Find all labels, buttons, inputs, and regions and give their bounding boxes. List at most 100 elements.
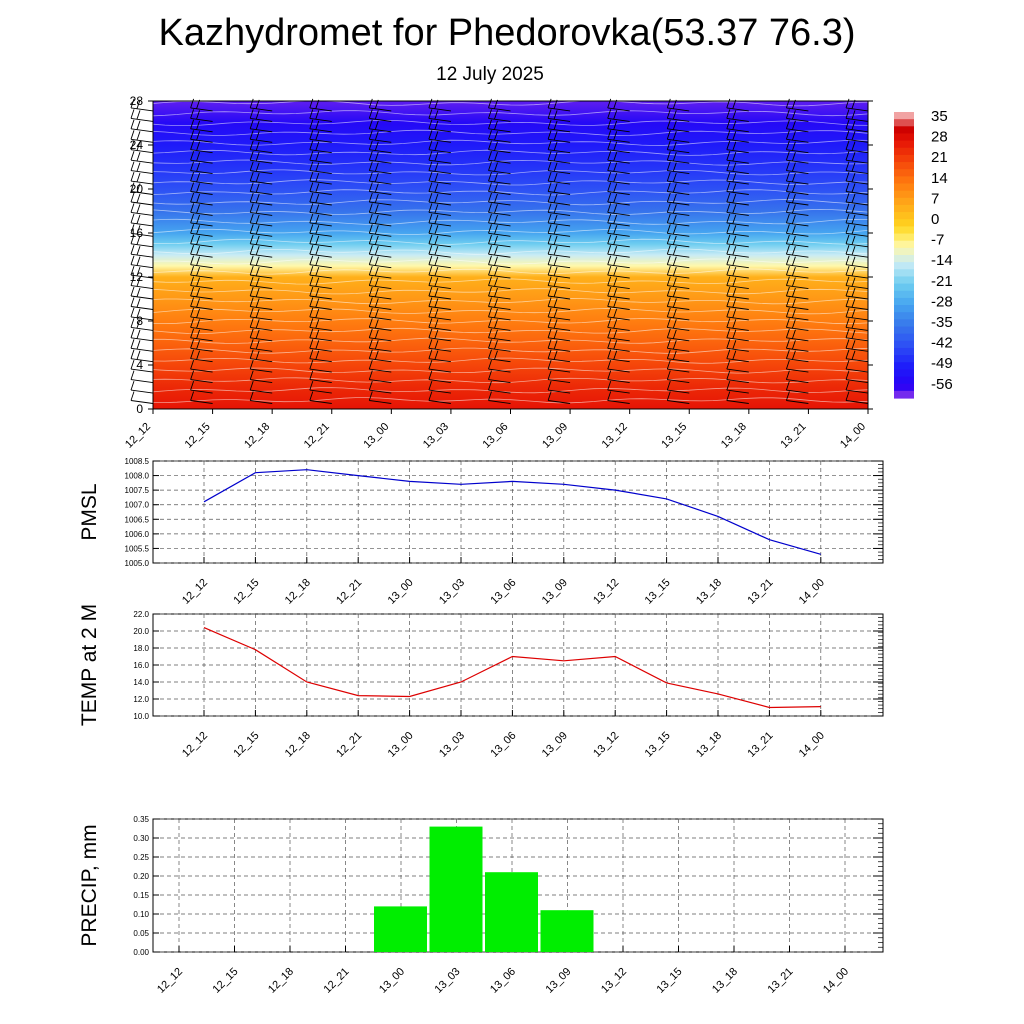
- wind-barb: [190, 307, 213, 321]
- wind-barb: [488, 224, 511, 237]
- wind-barb: [547, 359, 571, 373]
- wind-barb: [190, 276, 213, 290]
- wind-barb: [130, 297, 154, 310]
- wind-barb: [666, 380, 690, 394]
- x-tick-label: 13_06: [488, 966, 518, 996]
- contour-lines: [152, 100, 869, 404]
- colorbar-swatch: [894, 126, 914, 135]
- wind-barb: [726, 119, 749, 133]
- wind-barb: [130, 182, 154, 195]
- wind-barb: [547, 297, 571, 310]
- wind-barb: [785, 265, 809, 279]
- y-tick-label: 4: [136, 358, 143, 372]
- wind-barb: [785, 203, 809, 216]
- contour-line: [152, 288, 869, 295]
- wind-barb: [785, 297, 809, 310]
- wind-barb: [547, 224, 571, 237]
- contour-line: [152, 129, 869, 136]
- wind-barb: [249, 182, 273, 195]
- wind-barb: [845, 328, 869, 342]
- x-tick-label: 13_15: [655, 966, 685, 996]
- wind-barb: [249, 161, 273, 175]
- colorbar-swatch: [894, 305, 914, 313]
- wind-barb: [190, 182, 213, 195]
- wind-barb: [309, 234, 332, 248]
- y-tick-label: 12.0: [133, 695, 149, 704]
- wind-barb: [845, 161, 869, 175]
- wind-barb: [845, 245, 869, 258]
- colorbar-swatch: [894, 247, 914, 256]
- wind-barb: [309, 380, 332, 394]
- contour-line: [152, 367, 869, 374]
- wind-barb: [190, 265, 213, 279]
- wind-barb: [368, 119, 392, 133]
- wind-barb: [666, 245, 690, 258]
- colorbar-label: -56: [931, 376, 953, 393]
- wind-barb: [607, 151, 630, 164]
- wind-barb: [607, 328, 630, 342]
- wind-barb: [666, 339, 690, 352]
- colorbar-swatch: [894, 162, 914, 170]
- contour-line: [152, 238, 869, 245]
- y-tick-label: 22.0: [133, 610, 149, 619]
- colorbar-label: 14: [931, 170, 948, 187]
- wind-barb: [785, 349, 809, 363]
- precip-bar: [374, 906, 427, 952]
- wind-barb: [249, 370, 273, 384]
- wind-barb: [488, 276, 511, 290]
- wind-barb: [726, 286, 749, 300]
- wind-barb: [190, 192, 213, 206]
- wind-barb: [607, 349, 630, 363]
- wind-barb: [488, 255, 511, 269]
- wind-barb: [785, 151, 809, 164]
- wind-barb: [249, 276, 273, 290]
- wind-barb: [488, 328, 511, 342]
- wind-barb: [845, 130, 869, 143]
- wind-barb: [785, 119, 809, 133]
- colorbar-label: 35: [931, 108, 948, 125]
- wind-barb: [607, 318, 630, 331]
- colorbar-swatch: [894, 219, 914, 227]
- wind-barb: [249, 307, 273, 321]
- wind-barb: [488, 265, 511, 279]
- series-line: [203, 469, 821, 555]
- wind-barb: [666, 119, 690, 133]
- wind-barb: [845, 370, 869, 384]
- wind-barb: [309, 297, 332, 310]
- wind-barb: [130, 192, 154, 206]
- wind-barb: [309, 140, 332, 154]
- wind-barb: [547, 265, 571, 279]
- wind-barb: [309, 359, 332, 373]
- wind-barb: [368, 109, 392, 122]
- wind-barb: [428, 276, 451, 290]
- wind-barb: [190, 140, 213, 154]
- wind-barb: [249, 140, 273, 154]
- wind-barb: [428, 391, 451, 404]
- y-tick-label: 18.0: [133, 644, 149, 653]
- wind-barb: [428, 109, 451, 122]
- wind-barb: [368, 391, 392, 404]
- x-tick-label: 13_21: [766, 966, 796, 996]
- wind-barb: [130, 370, 154, 384]
- wind-barb: [130, 318, 154, 331]
- wind-barb: [190, 119, 213, 133]
- contour-line: [152, 149, 869, 156]
- wind-barb: [726, 349, 749, 363]
- wind-barb: [130, 339, 154, 352]
- wind-barb: [726, 380, 749, 394]
- wind-barb: [368, 245, 392, 258]
- colorbar-swatch: [894, 340, 914, 349]
- wind-barb: [547, 151, 571, 164]
- colorbar-swatch: [894, 147, 914, 156]
- wind-barb: [785, 318, 809, 331]
- wind-barb: [547, 130, 571, 143]
- x-tick-label: 12_18: [266, 966, 296, 996]
- contour-line: [152, 228, 869, 235]
- wind-barb: [428, 213, 451, 227]
- wind-barb: [130, 130, 154, 143]
- colorbar-label: -7: [931, 232, 944, 249]
- wind-barb: [130, 109, 154, 122]
- wind-barb: [666, 140, 690, 154]
- colorbar-swatch: [894, 333, 914, 342]
